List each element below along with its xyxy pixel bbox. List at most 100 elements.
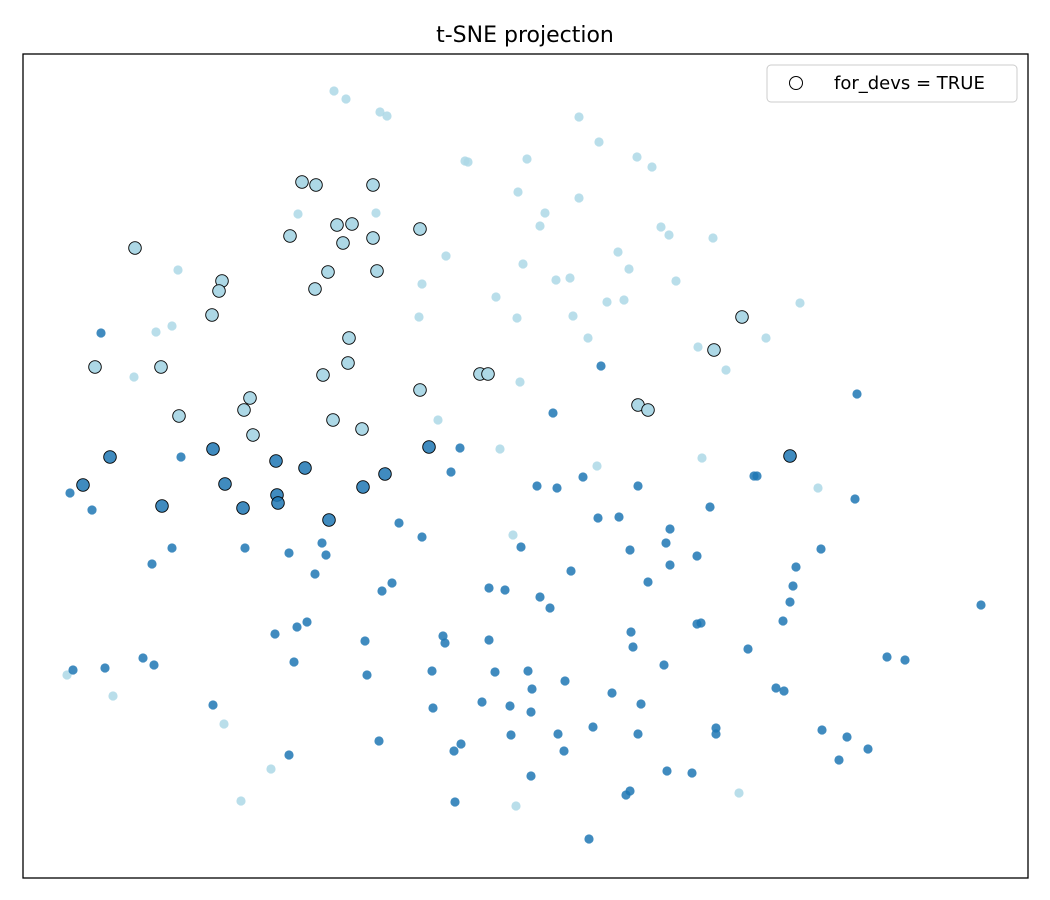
light-data-point — [708, 233, 718, 243]
dark-data-point — [147, 559, 157, 569]
plot-frame — [22, 53, 1029, 879]
for-devs-light-data-point — [355, 422, 369, 436]
dark-data-point — [500, 585, 510, 595]
dark-data-point — [607, 688, 617, 698]
dark-data-point — [240, 543, 250, 553]
dark-data-point — [545, 603, 555, 613]
dark-data-point — [387, 578, 397, 588]
dark-data-point — [614, 512, 624, 522]
dark-data-point — [643, 577, 653, 587]
light-data-point — [433, 415, 443, 425]
for-devs-light-data-point — [128, 241, 142, 255]
light-data-point — [594, 137, 604, 147]
dark-data-point — [559, 746, 569, 756]
light-data-point — [613, 247, 623, 257]
light-data-point — [697, 453, 707, 463]
light-data-point — [619, 295, 629, 305]
for-devs-dark-data-point — [218, 477, 232, 491]
light-data-point — [491, 292, 501, 302]
light-data-point — [583, 333, 593, 343]
light-data-point — [266, 764, 276, 774]
light-data-point — [382, 111, 392, 121]
legend: for_devs = TRUE — [766, 64, 1018, 103]
for-devs-dark-data-point — [783, 449, 797, 463]
for-devs-dark-data-point — [422, 440, 436, 454]
dark-data-point — [449, 746, 459, 756]
dark-data-point — [659, 660, 669, 670]
light-data-point — [173, 265, 183, 275]
dark-data-point — [578, 472, 588, 482]
dark-data-point — [626, 627, 636, 637]
for-devs-light-data-point — [243, 391, 257, 405]
light-data-point — [151, 327, 161, 337]
dark-data-point — [527, 684, 537, 694]
dark-data-point — [628, 642, 638, 652]
dark-data-point — [834, 755, 844, 765]
dark-data-point — [284, 750, 294, 760]
dark-data-point — [526, 771, 536, 781]
dark-data-point — [548, 408, 558, 418]
legend-label: for_devs = TRUE — [834, 73, 985, 94]
dark-data-point — [455, 443, 465, 453]
for-devs-dark-data-point — [298, 461, 312, 475]
dark-data-point — [882, 652, 892, 662]
dark-data-point — [687, 768, 697, 778]
dark-data-point — [377, 586, 387, 596]
dark-data-point — [317, 538, 327, 548]
dark-data-point — [321, 550, 331, 560]
dark-data-point — [863, 744, 873, 754]
light-data-point — [721, 365, 731, 375]
light-data-point — [513, 187, 523, 197]
dark-data-point — [292, 622, 302, 632]
dark-data-point — [505, 701, 515, 711]
dark-data-point — [176, 452, 186, 462]
dark-data-point — [625, 545, 635, 555]
dark-data-point — [477, 697, 487, 707]
dark-data-point — [791, 562, 801, 572]
dark-data-point — [593, 513, 603, 523]
for-devs-light-data-point — [366, 231, 380, 245]
dark-data-point — [778, 616, 788, 626]
dark-data-point — [596, 361, 606, 371]
light-data-point — [371, 208, 381, 218]
light-data-point — [602, 297, 612, 307]
light-data-point — [293, 209, 303, 219]
dark-data-point — [310, 569, 320, 579]
dark-data-point — [360, 636, 370, 646]
light-data-point — [515, 377, 525, 387]
points-layer — [62, 86, 986, 844]
for-devs-light-data-point — [309, 178, 323, 192]
for-devs-dark-data-point — [155, 499, 169, 513]
for-devs-light-data-point — [413, 383, 427, 397]
for-devs-light-data-point — [88, 360, 102, 374]
light-data-point — [656, 222, 666, 232]
light-data-point — [236, 796, 246, 806]
light-data-point — [664, 230, 674, 240]
light-data-point — [512, 313, 522, 323]
for-devs-dark-data-point — [271, 496, 285, 510]
dark-data-point — [779, 686, 789, 696]
legend-marker-hollow-circle — [789, 76, 803, 90]
dark-data-point — [692, 551, 702, 561]
light-data-point — [632, 152, 642, 162]
dark-data-point — [850, 494, 860, 504]
dark-data-point — [633, 481, 643, 491]
light-data-point — [375, 107, 385, 117]
for-devs-light-data-point — [342, 331, 356, 345]
for-devs-light-data-point — [707, 343, 721, 357]
light-data-point — [167, 321, 177, 331]
dark-data-point — [621, 790, 631, 800]
light-data-point — [568, 311, 578, 321]
light-data-point — [518, 259, 528, 269]
light-data-point — [647, 162, 657, 172]
dark-data-point — [149, 660, 159, 670]
dark-data-point — [167, 543, 177, 553]
light-data-point — [329, 86, 339, 96]
light-data-point — [341, 94, 351, 104]
dark-data-point — [696, 618, 706, 628]
for-devs-light-data-point — [370, 264, 384, 278]
for-devs-light-data-point — [205, 308, 219, 322]
light-data-point — [108, 691, 118, 701]
for-devs-light-data-point — [283, 229, 297, 243]
